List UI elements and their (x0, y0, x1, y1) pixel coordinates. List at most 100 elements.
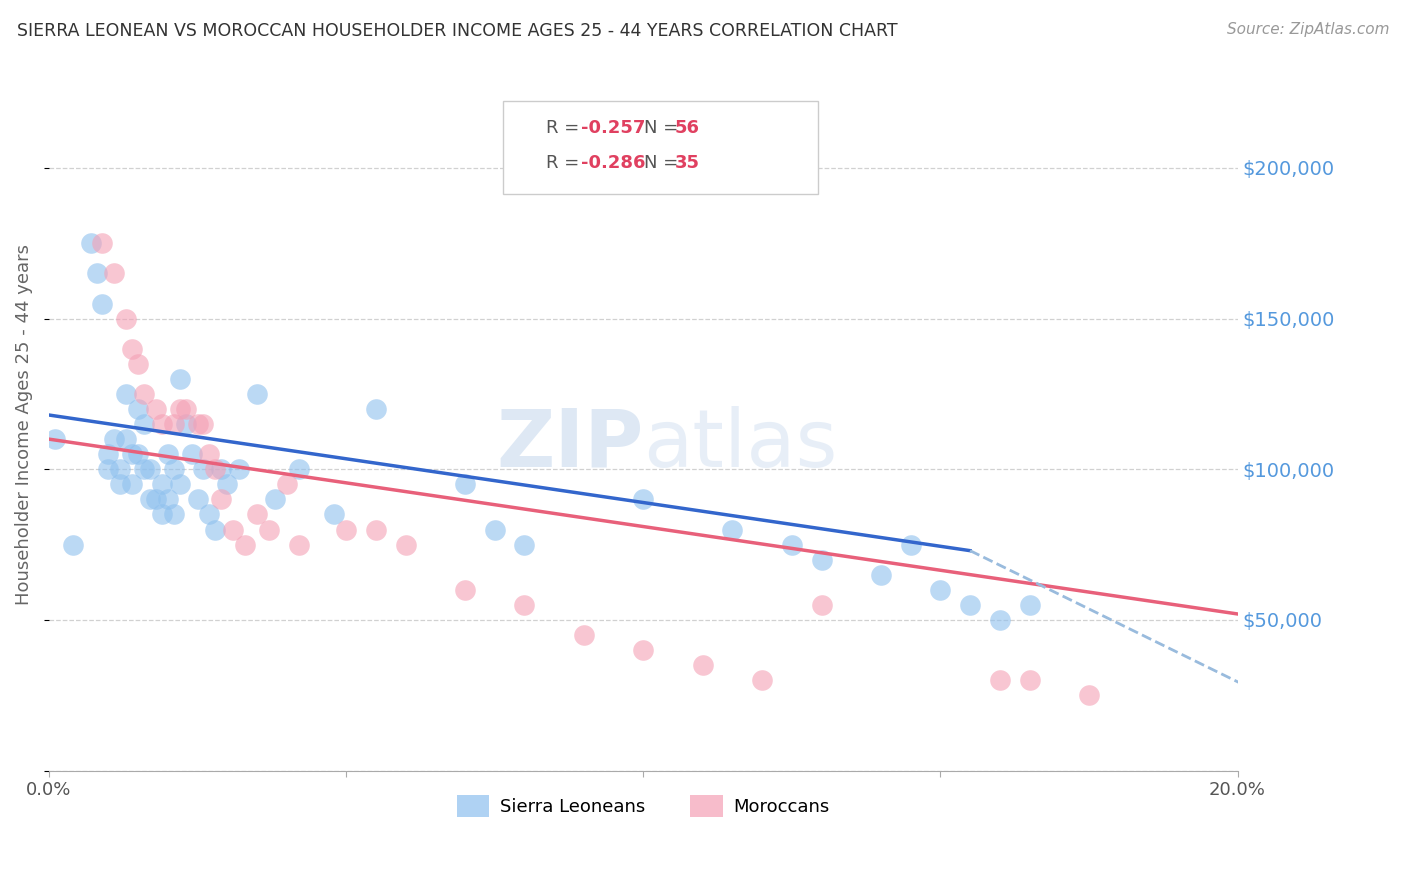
Point (44, 432, 66, 446)
Point (209, 492, 232, 507)
Point (97, 447, 120, 461)
Point (204, 462, 226, 476)
Point (633, 492, 655, 507)
Text: Source: ZipAtlas.com: Source: ZipAtlas.com (1226, 22, 1389, 37)
Point (163, 417, 186, 431)
Point (186, 492, 208, 507)
Point (174, 417, 197, 431)
Point (145, 402, 167, 417)
Point (246, 508, 269, 522)
Point (780, 538, 803, 552)
Point (1078, 689, 1101, 703)
Point (929, 582, 952, 597)
Point (169, 477, 191, 491)
Point (572, 628, 595, 642)
Point (132, 462, 155, 476)
Point (323, 508, 346, 522)
Point (127, 402, 149, 417)
Point (91, 236, 114, 251)
Point (115, 432, 138, 446)
Point (62, 538, 84, 552)
Point (287, 538, 309, 552)
Point (132, 417, 155, 431)
Point (287, 462, 309, 476)
Point (127, 447, 149, 461)
Point (228, 462, 250, 476)
Point (870, 567, 893, 582)
Point (513, 598, 536, 612)
Point (156, 492, 179, 507)
Point (364, 402, 387, 417)
Point (91, 296, 114, 310)
Point (263, 492, 285, 507)
Point (257, 523, 280, 537)
Legend: Sierra Leoneans, Moroccans: Sierra Leoneans, Moroccans (450, 788, 837, 824)
Text: -0.286: -0.286 (581, 154, 645, 172)
Y-axis label: Householder Income Ages 25 - 44 years: Householder Income Ages 25 - 44 years (15, 244, 32, 605)
Point (276, 477, 298, 491)
Text: SIERRA LEONEAN VS MOROCCAN HOUSEHOLDER INCOME AGES 25 - 44 YEARS CORRELATION CHA: SIERRA LEONEAN VS MOROCCAN HOUSEHOLDER I… (17, 22, 897, 40)
Text: R =: R = (546, 119, 585, 136)
Point (198, 447, 221, 461)
Point (86, 266, 108, 280)
Point (79, 236, 101, 251)
Point (204, 523, 226, 537)
Point (633, 643, 655, 657)
Point (97, 462, 120, 476)
Point (121, 342, 143, 356)
Point (139, 462, 162, 476)
Point (516, 120, 538, 135)
Point (222, 523, 245, 537)
Point (692, 658, 714, 673)
Point (115, 387, 138, 401)
Point (163, 462, 186, 476)
Point (139, 492, 162, 507)
Point (150, 417, 173, 431)
Text: N =: N = (644, 154, 683, 172)
Point (810, 598, 832, 612)
Point (335, 523, 357, 537)
Point (988, 613, 1011, 627)
Text: ZIP: ZIP (496, 406, 644, 483)
Point (103, 432, 125, 446)
Point (110, 462, 132, 476)
Point (103, 266, 125, 280)
Point (180, 447, 202, 461)
Point (1018, 673, 1040, 688)
Point (169, 402, 191, 417)
Point (121, 447, 143, 461)
Point (174, 402, 197, 417)
Point (186, 417, 208, 431)
Point (454, 477, 477, 491)
Point (209, 462, 232, 476)
Point (233, 538, 256, 552)
Point (1018, 598, 1040, 612)
Point (454, 582, 477, 597)
Point (988, 673, 1011, 688)
Point (751, 673, 773, 688)
Point (110, 477, 132, 491)
Point (900, 538, 922, 552)
Text: N =: N = (644, 119, 683, 136)
Point (156, 447, 179, 461)
Point (959, 598, 981, 612)
Point (810, 552, 832, 566)
Point (150, 508, 173, 522)
Point (246, 387, 269, 401)
Point (513, 538, 536, 552)
Point (150, 477, 173, 491)
Point (127, 357, 149, 371)
Point (198, 508, 221, 522)
Point (163, 508, 186, 522)
Point (169, 372, 191, 386)
Point (193, 417, 215, 431)
Point (484, 523, 506, 537)
Point (121, 477, 143, 491)
Point (394, 538, 416, 552)
Point (132, 387, 155, 401)
Text: -0.257: -0.257 (581, 119, 645, 136)
Point (364, 523, 387, 537)
Point (145, 492, 167, 507)
Point (516, 158, 538, 172)
Text: 56: 56 (675, 119, 700, 136)
